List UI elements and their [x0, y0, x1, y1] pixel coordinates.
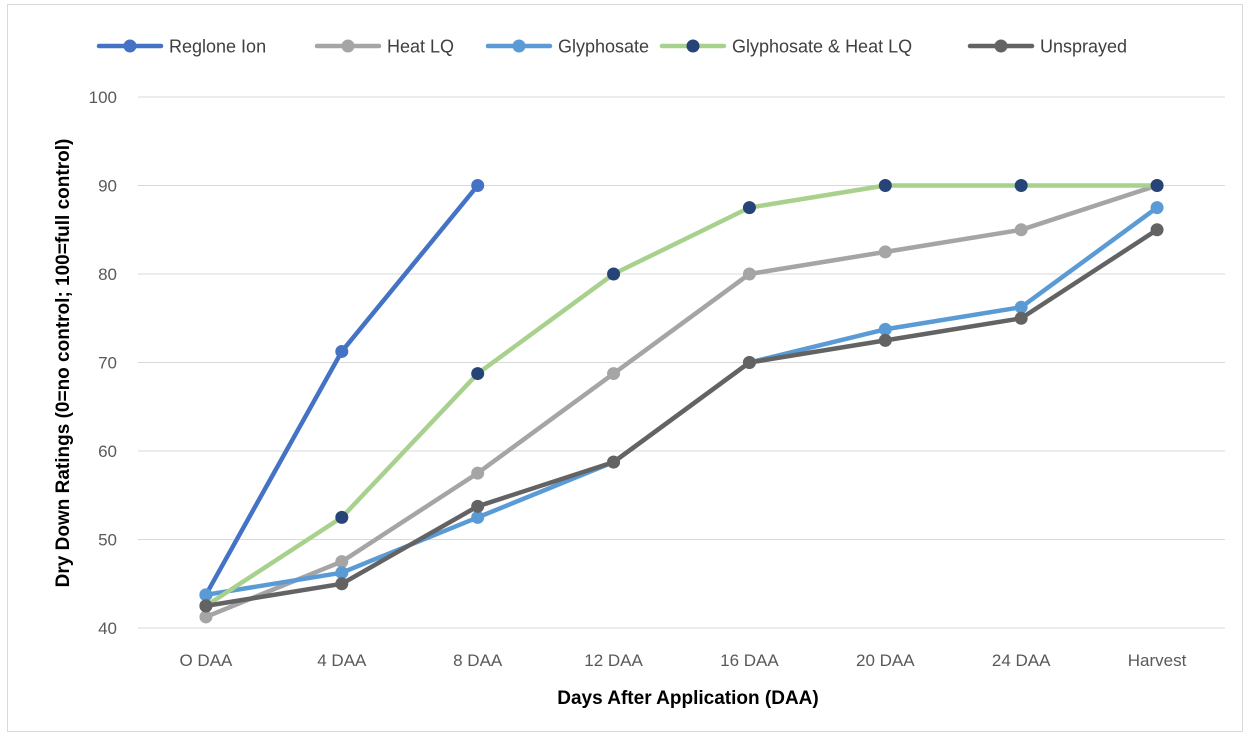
legend: Reglone Ion Heat LQ Glyphosate Glyphosate &…	[96, 37, 1127, 57]
series-lines	[203, 183, 1160, 620]
legend-marker-unsprayed	[994, 39, 1008, 53]
point-heat-lq-4	[742, 267, 756, 281]
point-unsprayed-2	[471, 499, 485, 513]
x-tick-1: 4 DAA	[317, 651, 367, 670]
y-tick-90: 90	[98, 177, 117, 196]
y-tick-80: 80	[98, 265, 117, 284]
y-tick-labels: 40 50 60 70 80 90 100	[89, 88, 117, 638]
point-reglone-ion-1	[335, 344, 349, 358]
x-axis-title: Days After Application (DAA)	[557, 688, 818, 709]
series-line-glyphosate-heat-lq	[203, 183, 1160, 609]
point-glyphosate-2	[471, 510, 485, 524]
x-tick-7: Harvest	[1128, 651, 1187, 670]
point-glyphosate-heat-lq-3	[607, 267, 621, 281]
point-heat-lq-0	[199, 610, 213, 624]
point-glyphosate-6	[1014, 300, 1028, 314]
point-unsprayed-7	[1150, 223, 1164, 237]
series-markers	[199, 179, 1164, 624]
legend-label-reglone-ion: Reglone Ion	[169, 37, 266, 57]
legend-label-glyphosate-heat-lq: Glyphosate & Heat LQ	[732, 37, 912, 57]
legend-marker-heat-lq	[341, 39, 355, 53]
y-tick-40: 40	[98, 619, 117, 638]
point-glyphosate-1	[335, 566, 349, 580]
point-glyphosate-7	[1150, 201, 1164, 215]
point-unsprayed-5	[878, 333, 892, 347]
y-axis-title: Dry Down Ratings (0=no control; 100=full…	[53, 139, 74, 588]
point-glyphosate-0	[199, 588, 213, 602]
point-unsprayed-4	[742, 356, 756, 369]
x-tick-6: 24 DAA	[992, 651, 1051, 670]
point-heat-lq-3	[607, 367, 621, 381]
y-tick-50: 50	[98, 531, 117, 550]
point-unsprayed-1	[335, 577, 349, 591]
point-glyphosate-heat-lq-4	[742, 201, 756, 215]
x-tick-0: O DAA	[179, 651, 233, 670]
legend-marker-glyphosate-heat-lq	[686, 39, 700, 53]
y-tick-60: 60	[98, 442, 117, 461]
y-tick-70: 70	[98, 354, 117, 373]
gridlines	[138, 96, 1225, 629]
point-glyphosate-heat-lq-5	[878, 179, 892, 192]
series-line-glyphosate	[203, 205, 1160, 598]
point-glyphosate-heat-lq-6	[1014, 179, 1028, 192]
point-unsprayed-6	[1014, 311, 1028, 325]
y-tick-100: 100	[89, 88, 117, 107]
point-glyphosate-heat-lq-1	[335, 510, 349, 524]
point-heat-lq-1	[335, 555, 349, 569]
x-tick-5: 20 DAA	[856, 651, 915, 670]
x-tick-2: 8 DAA	[453, 651, 503, 670]
point-reglone-ion-2	[471, 179, 485, 192]
x-tick-3: 12 DAA	[584, 651, 643, 670]
x-tick-labels: O DAA 4 DAA 8 DAA 12 DAA 16 DAA 20 DAA 24 DAA H…	[179, 651, 1186, 670]
point-heat-lq-5	[878, 245, 892, 259]
series-line-heat-lq	[203, 183, 1160, 620]
point-glyphosate-heat-lq-7	[1150, 179, 1164, 192]
legend-label-glyphosate: Glyphosate	[558, 37, 649, 57]
series-line-unsprayed	[203, 227, 1160, 609]
point-heat-lq-6	[1014, 223, 1028, 237]
point-unsprayed-0	[199, 599, 213, 613]
x-tick-4: 16 DAA	[720, 651, 779, 670]
point-glyphosate-heat-lq-2	[471, 367, 485, 381]
legend-label-unsprayed: Unsprayed	[1040, 37, 1127, 57]
point-glyphosate-5	[878, 322, 892, 336]
point-heat-lq-2	[471, 466, 485, 480]
legend-label-heat-lq: Heat LQ	[387, 37, 454, 57]
legend-marker-reglone-ion	[123, 39, 137, 53]
legend-marker-glyphosate	[512, 39, 526, 53]
point-unsprayed-3	[607, 455, 621, 469]
